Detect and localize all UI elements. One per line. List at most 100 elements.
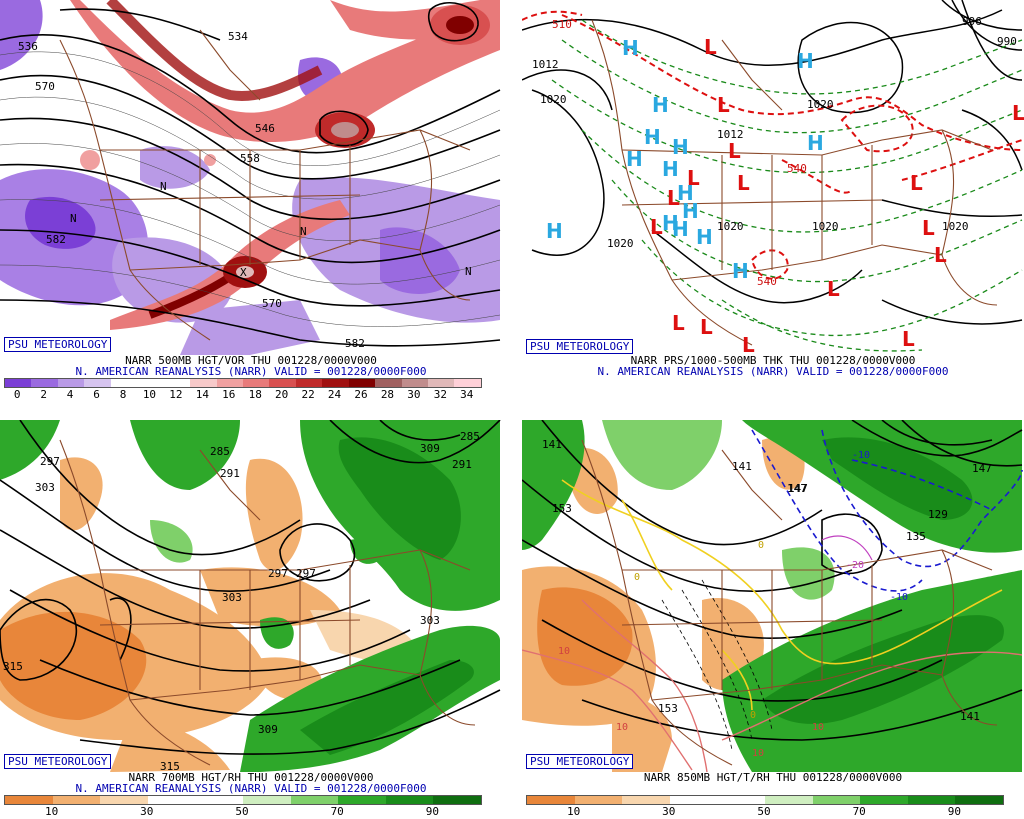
legend-tick-label: 70 [852,805,866,818]
panel-500mb-vorticity: 536 534 570 546 558 582 570 582 N N N N … [0,0,502,400]
legend-tick-label: 26 [354,388,368,400]
legend-tick-label: 90 [947,805,962,818]
legend-swatch [907,796,956,804]
legend-swatch [216,379,243,387]
isobar-label: 1020 [540,93,567,106]
legend-tick-label: 2 [40,388,47,400]
legend-swatch [295,379,323,387]
psu-meteorology-badge: PSU METEOROLOGY [526,339,634,354]
legend-tick-label: 10 [142,388,157,400]
thickness-label: 540 [787,162,807,175]
contour-label: 141 [542,438,562,451]
isobar-label: 996 [962,15,982,28]
contour-label: 153 [552,502,572,515]
low-pressure-marker: L [902,327,915,351]
high-pressure-marker: H [622,36,639,60]
contour-label: 129 [928,508,948,521]
legend-swatch [348,379,376,387]
isotherm-label: 10 [752,748,764,759]
legend-tick-label: 12 [169,388,183,400]
vorticity-min-symbol: N [70,212,77,225]
high-pressure-marker: H [696,225,713,249]
legend-swatch [375,379,402,387]
contour-label: 285 [460,430,480,443]
high-pressure-marker: H [672,217,689,241]
legend-swatch [242,796,291,804]
vorticity-min-symbol: N [465,265,472,278]
isotherm-label: 10 [558,646,570,657]
legend-tick-label: 32 [433,388,447,400]
legend-swatch [84,379,111,387]
legend-swatch [527,796,575,804]
high-pressure-marker: H [677,181,694,205]
contour-label: 546 [255,122,275,135]
low-pressure-marker: L [742,333,755,355]
legend-swatch [31,379,58,387]
high-pressure-marker: H [644,125,661,149]
legend-swatch [860,796,908,804]
legend-swatch [269,379,296,387]
contour-label: 303 [222,591,242,604]
color-legend-ticks: 10 30 50 70 90 [4,805,480,818]
legend-swatch [190,379,217,387]
legend-tick-label: 50 [235,805,249,818]
isotherm-label: 10 [812,722,824,733]
contour-label: 534 [228,30,248,43]
thickness-label: 510 [552,18,572,31]
legend-swatch [764,796,813,804]
legend-tick-label: 34 [460,388,474,400]
legend-swatch [574,796,623,804]
legend-swatch [5,379,32,387]
high-pressure-marker: H [732,259,749,283]
contour-label: 570 [262,297,282,310]
low-pressure-marker: L [704,35,717,59]
legend-tick-label: 14 [195,388,209,400]
contour-label: 582 [345,337,365,350]
legend-swatch [163,379,191,387]
contour-label: 297 [40,455,60,468]
contour-label: 570 [35,80,55,93]
isotherm-label: -10 [890,592,908,603]
legend-tick-label: 50 [757,805,771,818]
low-pressure-marker: L [667,186,680,210]
legend-swatch [669,796,718,804]
color-legend-bar [4,795,482,805]
low-pressure-marker: L [717,93,730,117]
legend-tick-label: 90 [425,805,440,818]
psu-meteorology-badge: PSU METEOROLOGY [4,337,112,352]
contour-label: 303 [35,481,55,494]
contour-label: 141 [732,460,752,473]
contour-label: 303 [420,614,440,627]
legend-swatch [195,796,243,804]
contour-label: 291 [220,467,240,480]
map-subtitle: N. AMERICAN REANALYSIS (NARR) VALID = 00… [597,365,949,378]
legend-swatch [812,796,861,804]
legend-swatch [717,796,765,804]
panel-850mb-temperature-humidity: 141 147 153 135 129 141 147 153 141 147 … [522,420,1024,819]
contour-label: 285 [210,445,230,458]
legend-tick-label: 22 [301,388,315,400]
legend-swatch [955,796,1003,804]
high-pressure-marker: H [672,135,689,159]
map-pressure-thickness: 1012 1020 1012 1020 1020 1020 1020 1020 … [522,0,1024,355]
legend-tick-label: 24 [327,388,342,400]
low-pressure-marker: L [672,311,685,335]
low-pressure-marker: L [827,277,840,301]
low-pressure-marker: L [700,315,713,339]
legend-swatch [100,796,148,804]
contour-label: 147 [787,482,807,495]
contour-label: 297 [268,567,288,580]
contour-label: 558 [240,152,260,165]
isobar-label: 1020 [607,237,634,250]
low-pressure-marker: L [922,216,935,240]
color-legend-ticks: 10 30 50 70 90 [526,805,1002,818]
legend-tick-label: 0 [13,388,21,400]
legend-tick-label: 10 [566,805,581,818]
isotherm-label: -10 [852,450,870,461]
map-title: NARR 700MB HGT/RH THU 001228/0000V000 [128,771,374,784]
high-pressure-marker: H [807,131,824,155]
legend-tick-label: 70 [330,805,344,818]
legend-swatch [57,379,85,387]
high-pressure-marker: H [546,219,563,243]
legend-tick-label: 30 [407,388,421,400]
